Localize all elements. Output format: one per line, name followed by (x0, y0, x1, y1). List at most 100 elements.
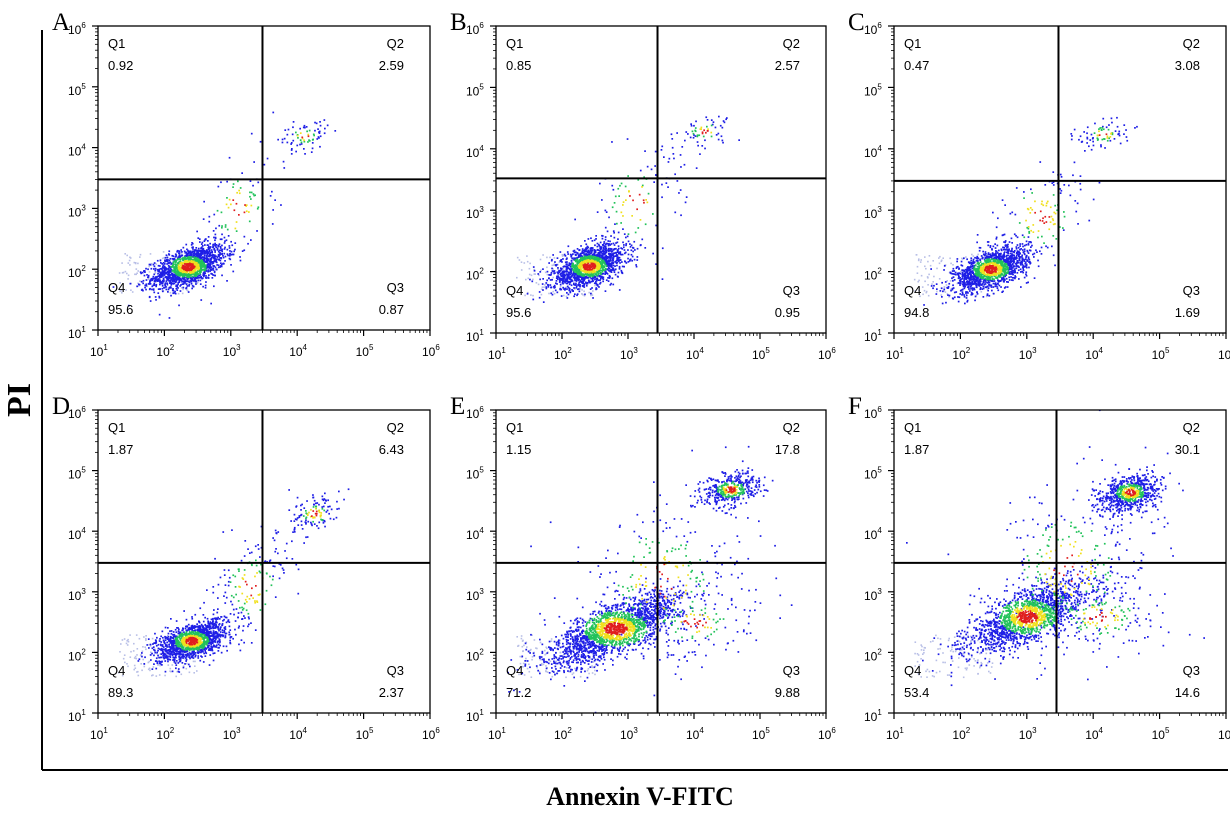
event-dot (590, 294, 592, 297)
event-dot (604, 226, 607, 229)
event-dot (173, 280, 176, 283)
event-dot (609, 240, 611, 243)
event-dot (1014, 276, 1017, 278)
event-dot (953, 296, 956, 299)
event-dot (672, 153, 675, 155)
event-dot (552, 290, 554, 293)
event-dot (978, 281, 981, 284)
event-dot (217, 253, 220, 256)
event-dot (177, 267, 180, 270)
event-dot (599, 263, 602, 266)
event-dot (990, 256, 993, 259)
event-dot (1063, 184, 1066, 186)
event-dot (718, 115, 720, 118)
event-dot (655, 174, 657, 176)
event-dot (590, 237, 592, 240)
event-dot (1004, 248, 1007, 251)
event-dot (174, 292, 177, 295)
event-dot (159, 274, 162, 277)
event-dot (1004, 286, 1007, 288)
event-dot (612, 242, 615, 245)
event-dot (551, 264, 554, 267)
event-dot (182, 246, 185, 249)
event-dot (155, 277, 158, 279)
event-dot (623, 244, 625, 246)
event-dot (621, 253, 624, 256)
event-dot (591, 271, 593, 274)
event-dot (951, 277, 953, 280)
event-dot (160, 282, 163, 285)
event-dot (1003, 248, 1005, 251)
event-dot (171, 271, 173, 273)
event-dot (299, 139, 302, 141)
event-dot (157, 292, 160, 294)
event-dot (636, 259, 639, 261)
event-dot (996, 285, 998, 288)
event-dot (578, 269, 581, 271)
event-dot (998, 284, 1001, 287)
event-dot (281, 141, 284, 144)
event-dot (203, 255, 206, 257)
event-dot (215, 259, 217, 262)
event-dot (959, 284, 961, 286)
event-dot (575, 257, 577, 260)
event-dot (653, 181, 655, 183)
event-dot (582, 252, 585, 254)
event-dot (564, 288, 566, 291)
event-dot (1006, 247, 1008, 249)
event-dot (694, 135, 697, 137)
event-dot (238, 214, 240, 216)
event-dot (962, 285, 965, 288)
event-dot (243, 211, 246, 214)
event-dot (613, 231, 615, 234)
event-dot (271, 190, 273, 193)
event-dot (703, 129, 705, 132)
event-dot (977, 281, 979, 283)
event-dot (590, 252, 593, 254)
event-dot (962, 274, 964, 277)
event-dot (610, 252, 612, 255)
event-dot (1060, 176, 1063, 178)
event-dot (924, 265, 926, 268)
event-dot (980, 283, 983, 286)
x-tick-label: 103 (223, 343, 241, 359)
event-dot (210, 249, 213, 251)
event-dot (214, 236, 217, 239)
event-dot (562, 254, 565, 257)
event-dot (580, 257, 582, 259)
event-dot (1013, 250, 1016, 252)
event-dot (187, 291, 190, 293)
event-dot (167, 278, 170, 281)
event-dot (197, 263, 200, 266)
event-dot (998, 255, 1000, 258)
event-dot (706, 125, 708, 128)
event-dot (596, 283, 599, 286)
event-dot (179, 290, 182, 292)
event-dot (561, 273, 563, 275)
event-dot (598, 243, 600, 246)
event-dot (204, 264, 206, 267)
event-dot (595, 264, 598, 267)
event-dot (163, 286, 166, 289)
event-dot (570, 280, 573, 283)
event-dot (1106, 139, 1109, 142)
event-dot (199, 279, 202, 282)
event-dot (987, 253, 990, 255)
event-dot (196, 251, 198, 253)
event-dot (575, 267, 578, 270)
event-dot (1017, 253, 1019, 256)
event-dot (976, 241, 978, 244)
event-dot (127, 274, 130, 277)
event-dot (636, 256, 639, 258)
event-dot (214, 239, 216, 242)
event-dot (196, 256, 198, 259)
event-dot (968, 267, 971, 270)
event-dot (317, 128, 319, 130)
event-dot (546, 270, 549, 273)
event-dot (142, 282, 144, 285)
event-dot (579, 267, 582, 269)
event-dot (165, 280, 168, 282)
event-dot (602, 276, 605, 279)
event-dot (1086, 137, 1089, 140)
event-dot (961, 257, 963, 260)
